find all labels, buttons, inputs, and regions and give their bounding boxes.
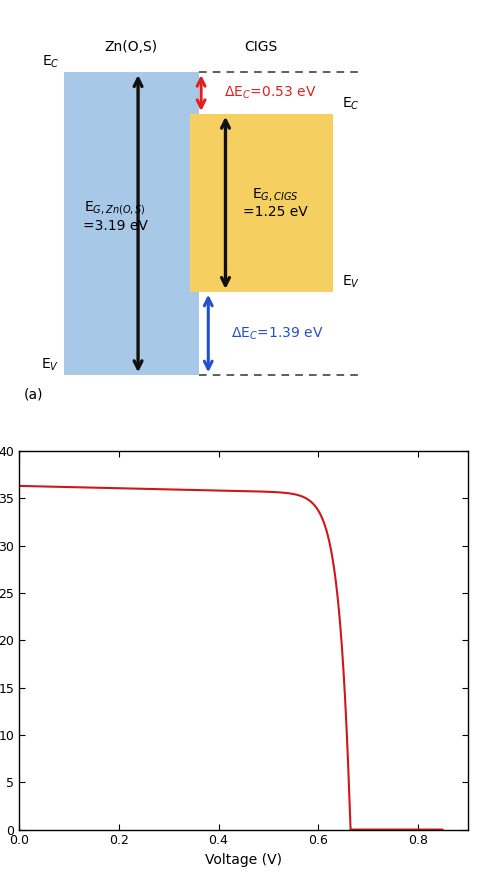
Text: Zn(O,S): Zn(O,S) bbox=[105, 40, 158, 54]
Text: CIGS: CIGS bbox=[245, 40, 278, 54]
Text: E$_{G,CIGS}$
=1.25 eV: E$_{G,CIGS}$ =1.25 eV bbox=[243, 186, 308, 219]
X-axis label: Voltage (V): Voltage (V) bbox=[205, 853, 282, 867]
Bar bbox=[189, 114, 333, 292]
Text: ΔE$_C$=1.39 eV: ΔE$_C$=1.39 eV bbox=[231, 326, 323, 342]
Bar bbox=[64, 72, 199, 376]
Text: E$_V$: E$_V$ bbox=[41, 357, 60, 373]
Text: E$_{G,Zn(O,S)}$
=3.19 eV: E$_{G,Zn(O,S)}$ =3.19 eV bbox=[83, 199, 147, 233]
Text: E$_V$: E$_V$ bbox=[342, 274, 360, 290]
Text: E$_C$: E$_C$ bbox=[342, 95, 360, 112]
Text: E$_C$: E$_C$ bbox=[42, 54, 60, 70]
Text: ΔE$_C$=0.53 eV: ΔE$_C$=0.53 eV bbox=[224, 85, 316, 101]
Text: (a): (a) bbox=[24, 388, 43, 401]
